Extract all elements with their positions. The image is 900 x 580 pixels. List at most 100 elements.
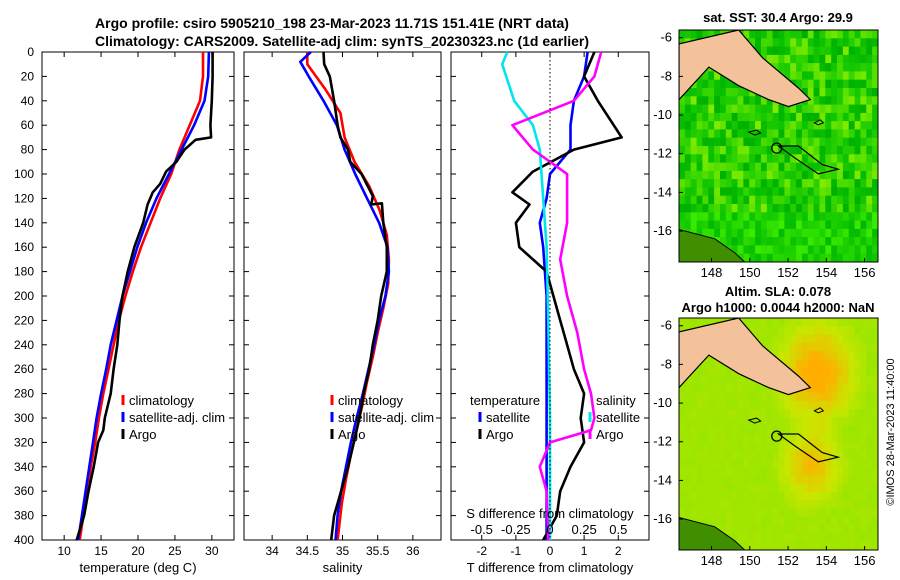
sal-xtick-label: 36 [406, 544, 420, 558]
temp-ytick-label: 0 [27, 45, 34, 59]
diff-xtick-top-label: -0.25 [501, 522, 531, 537]
temp-legend-label: climatology [129, 393, 195, 408]
sst-map-islets [747, 119, 825, 136]
diff-xtick-top-label: 0.25 [571, 522, 596, 537]
temp-xtick-label: 10 [57, 544, 71, 558]
salinity-panel: 34 34.5 35 35.5 36 salinity climatology satelli… [243, 51, 442, 575]
sst-argo-float-marker [771, 142, 783, 154]
temp-ytick-label: 140 [14, 216, 34, 230]
sla-map-title2: Argo h1000: 0.0044 h2000: NaN [682, 300, 875, 315]
temp-ytick-label: 220 [14, 313, 34, 327]
sal-legend-label: satellite-adj. clim [338, 410, 434, 425]
temp-ytick-label: 160 [14, 240, 34, 254]
temp-ytick-label: 100 [14, 167, 34, 181]
diff-xtick-label: -1 [511, 544, 522, 558]
diff-xtick-top-label: -0.5 [471, 522, 493, 537]
sst-map-ytick-label: -6 [660, 30, 672, 45]
sst-map-ytick-label: -12 [653, 146, 672, 161]
temperature-panel: 10 15 20 25 30 temperature (deg C) 0 20 40 60 80 10… [14, 45, 235, 575]
sla-map-ytick-label: -16 [653, 511, 672, 526]
diff-xtick-label: 2 [615, 544, 622, 558]
sst-map-ytick-label: -8 [660, 68, 672, 83]
sla-map-field [679, 318, 878, 550]
sla-argo-float-marker [771, 430, 783, 442]
temp-xtick-label: 25 [168, 544, 182, 558]
figure-title-line2: Climatology: CARS2009. Satellite-adj cli… [95, 33, 589, 49]
temp-ytick-label: 40 [21, 94, 35, 108]
sla-map-xtick-label: 148 [701, 553, 723, 568]
diff-xtick-label: 1 [581, 544, 588, 558]
temp-ytick-label: 80 [21, 143, 35, 157]
sal-xlabel: salinity [323, 560, 363, 575]
sla-map-xtick-label: 150 [739, 553, 761, 568]
sst-map-field [679, 30, 878, 262]
diff-t-legend-label: satellite [486, 410, 530, 425]
sst-map-islands [776, 145, 841, 175]
sla-map-coast-south [679, 517, 746, 550]
sla-map-ytick-label: -12 [653, 434, 672, 449]
sst-map-xtick-label: 148 [701, 265, 723, 280]
sla-map-ytick-label: -6 [660, 318, 672, 333]
diff-t-legend-label: Argo [486, 427, 513, 442]
sst-map-land-newguinea [679, 30, 812, 108]
temp-ytick-label: 280 [14, 387, 34, 401]
temp-axes-box [41, 51, 235, 541]
sst-map-frame [678, 29, 879, 263]
temp-ytick-label: 120 [14, 191, 34, 205]
sla-map-ytick-label: -8 [660, 356, 672, 371]
sla-map-ytick-label: -10 [653, 395, 672, 410]
sal-series-satellite-adj-clim [298, 51, 391, 541]
temp-ytick-label: 240 [14, 338, 34, 352]
diff-xlabel-top: S difference from climatology [466, 506, 634, 521]
sst-map-ytick-label: -16 [653, 223, 672, 238]
sla-map: Altim. SLA: 0.078 Argo h1000: 0.0044 h20… [653, 284, 879, 568]
sal-xtick-label: 34.5 [296, 544, 320, 558]
sla-map-title1: Altim. SLA: 0.078 [725, 284, 831, 299]
credit-text: ©IMOS 28-Mar-2023 11:40:00 [885, 358, 897, 505]
sst-map: sat. SST: 30.4 Argo: 29.9 148 150 152 154 15… [653, 10, 879, 280]
temp-series-climatology [78, 52, 205, 541]
temp-xtick-label: 20 [131, 544, 145, 558]
sst-map-title: sat. SST: 30.4 Argo: 29.9 [703, 10, 853, 25]
temp-xlabel: temperature (deg C) [79, 560, 196, 575]
sst-map-xtick-label: 150 [739, 265, 761, 280]
diff-s-legend-label: satellite [596, 410, 640, 425]
sla-map-frame [678, 317, 879, 551]
sla-map-xtick-label: 156 [854, 553, 876, 568]
sst-map-ytick-label: -14 [653, 184, 672, 199]
temp-ytick-label: 360 [14, 484, 34, 498]
sal-xtick-label: 35.5 [366, 544, 390, 558]
temp-ytick-label: 260 [14, 362, 34, 376]
temp-ytick-label: 60 [21, 118, 35, 132]
sal-legend-label: Argo [338, 427, 365, 442]
temp-ytick-label: 180 [14, 265, 34, 279]
temp-ytick-label: 20 [21, 69, 35, 83]
temp-ytick-label: 400 [14, 533, 34, 547]
diff-series-t-argo [511, 51, 624, 541]
sst-map-xtick-label: 152 [777, 265, 799, 280]
diff-xtick-label: -2 [476, 544, 487, 558]
sla-map-islets [747, 407, 825, 424]
diff-s-legend-heading: salinity [596, 393, 636, 408]
sal-xtick-label: 34 [265, 544, 279, 558]
sst-map-xtick-label: 154 [815, 265, 837, 280]
figure-title-line1: Argo profile: csiro 5905210_198 23-Mar-2… [95, 15, 569, 31]
temp-ytick-label: 320 [14, 435, 34, 449]
diff-xtick-top-label: 0 [546, 522, 553, 537]
diff-series-s-argo [511, 51, 603, 541]
sal-axes-box [243, 51, 442, 541]
sla-map-land-newguinea [679, 318, 812, 396]
sst-map-coast-south [679, 229, 746, 262]
temp-ytick-label: 380 [14, 509, 34, 523]
diff-xtick-label: 0 [547, 544, 554, 558]
temp-ytick-label: 200 [14, 289, 34, 303]
diff-series-s-satellite [500, 51, 552, 540]
diff-xlabel: T difference from climatology [467, 560, 634, 575]
sal-legend-label: climatology [338, 393, 404, 408]
sal-series-argo [322, 51, 389, 541]
sst-map-ytick-label: -10 [653, 107, 672, 122]
diff-s-legend-label: Argo [596, 427, 623, 442]
temp-xtick-label: 30 [205, 544, 219, 558]
sla-map-ytick-label: -14 [653, 472, 672, 487]
temp-xtick-label: 15 [94, 544, 108, 558]
